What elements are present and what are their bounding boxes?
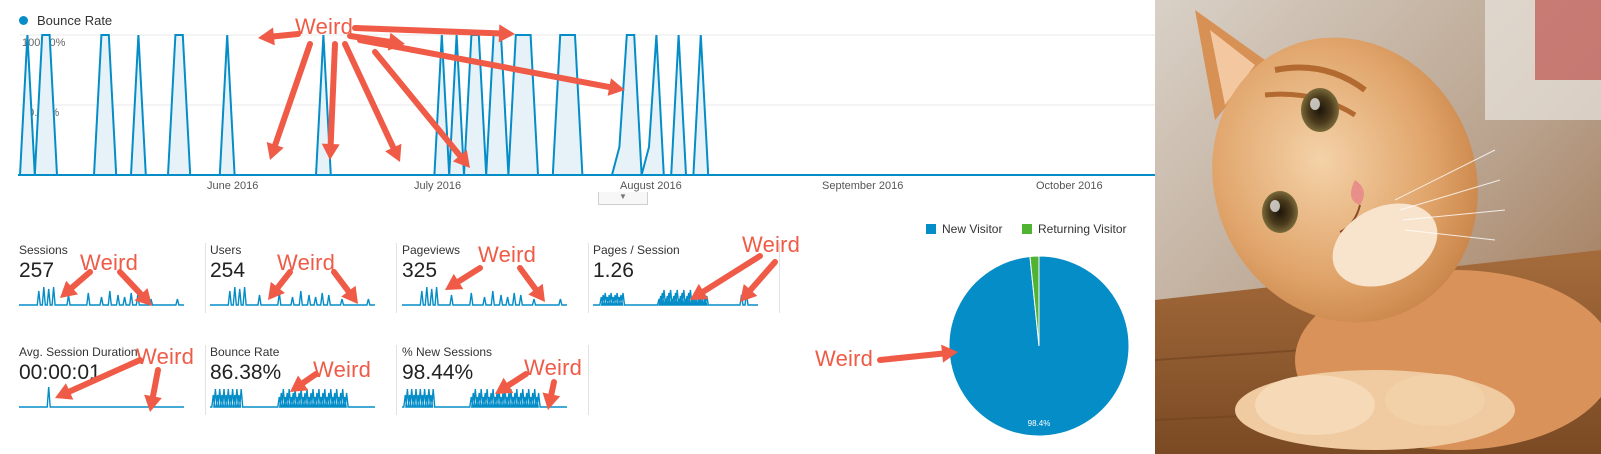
pie-slice-label: 98.4% [1028, 419, 1051, 428]
visitor-pie-chart[interactable]: 98.4% [944, 251, 1144, 451]
metric-value: 00:00:01 [19, 361, 101, 384]
chart-legend[interactable]: Bounce Rate [19, 13, 112, 28]
metric-label: Bounce Rate [210, 345, 280, 359]
bounce-rate-area [20, 35, 1130, 175]
analytics-panel: Bounce Rate 100.00% 50.00% June 2016 Jul… [0, 0, 1155, 451]
caret-down-icon: ▼ [619, 192, 627, 201]
x-tick-august: August 2016 [620, 180, 682, 192]
metric-label: Pageviews [402, 243, 461, 257]
pages-per-session-sparkline [593, 289, 758, 306]
sessions-sparkline [19, 286, 184, 306]
sparkline-path [19, 387, 184, 408]
bounce-rate-chart[interactable] [0, 0, 1155, 180]
metric-value: 1.26 [593, 259, 634, 282]
pie-slice-returning-visitor [1029, 255, 1040, 347]
x-tick-september: September 2016 [822, 180, 904, 192]
weird-annotation-new-sessions: Weird [524, 355, 583, 380]
pie-slices [948, 255, 1130, 437]
sparkline-path [19, 286, 184, 306]
tilted-cat-illustration [1155, 0, 1601, 454]
metric-value: 325 [402, 259, 438, 282]
metric-sessions[interactable]: Sessions 257 [19, 243, 206, 313]
legend-label: Bounce Rate [37, 13, 113, 28]
new-sessions-sparkline [402, 388, 567, 408]
metric-label: Sessions [19, 243, 68, 257]
metric-label: Users [210, 243, 242, 257]
metric-bounce-rate[interactable]: Bounce Rate 86.38% [210, 345, 397, 415]
metric-value: 98.44% [402, 361, 474, 384]
weird-annotation-main: Weird [295, 14, 354, 39]
weird-annotation-pie: Weird [815, 346, 874, 371]
pie-legend-label: New Visitor [942, 222, 1003, 236]
weird-annotation-sessions: Weird [80, 250, 139, 275]
pie-legend-returning[interactable]: Returning Visitor [1022, 222, 1127, 236]
bounce-rate-sparkline [210, 388, 375, 408]
new-visitor-swatch-icon [926, 224, 936, 234]
pie-legend-label: Returning Visitor [1038, 222, 1127, 236]
sparkline-path [402, 286, 567, 306]
metric-label: Pages / Session [593, 243, 680, 257]
metric-users[interactable]: Users 254 [210, 243, 397, 313]
weird-annotation-pageviews: Weird [478, 242, 537, 267]
sparkline-path [593, 289, 758, 306]
pageviews-sparkline [402, 286, 567, 306]
metric-value: 254 [210, 259, 246, 282]
cat-photo [1155, 0, 1601, 454]
weird-annotation-pages-session: Weird [742, 232, 801, 257]
sparkline-path [210, 286, 375, 306]
sparkline-path [402, 388, 567, 408]
users-sparkline [210, 286, 375, 306]
returning-visitor-swatch-icon [1022, 224, 1032, 234]
weird-annotation-bounce: Weird [313, 357, 372, 382]
chart-collapse-handle[interactable]: ▼ [598, 192, 648, 205]
metric-label: Avg. Session Duration [19, 345, 138, 359]
sparkline-path [210, 388, 375, 408]
series-color-dot-icon [19, 16, 28, 25]
metric-label: % New Sessions [402, 345, 493, 359]
pie-legend-new[interactable]: New Visitor [926, 222, 1002, 236]
metric-new-sessions[interactable]: % New Sessions 98.44% [402, 345, 589, 415]
metric-value: 86.38% [210, 361, 282, 384]
avg-duration-sparkline [19, 387, 184, 408]
metric-value: 257 [19, 259, 55, 282]
x-tick-july: July 2016 [414, 180, 462, 192]
weird-annotation-duration: Weird [136, 344, 195, 369]
x-tick-october: October 2016 [1036, 180, 1103, 192]
metric-pageviews[interactable]: Pageviews 325 [402, 243, 589, 313]
metric-pages-per-session[interactable]: Pages / Session 1.26 [593, 243, 780, 313]
weird-annotation-users: Weird [277, 250, 336, 275]
x-tick-june: June 2016 [207, 180, 259, 192]
